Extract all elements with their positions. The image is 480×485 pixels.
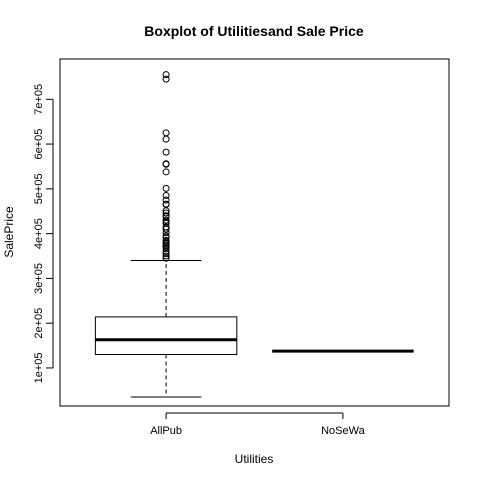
plot-frame	[59, 58, 450, 407]
outlier-point	[162, 135, 170, 143]
y-tick-label: 5e+05	[33, 173, 45, 204]
y-tick-label: 2e+05	[33, 308, 45, 339]
x-tick-label: NoSeWa	[321, 425, 365, 437]
outlier-point	[162, 196, 170, 204]
y-tick-label: 7e+05	[33, 84, 45, 115]
outlier-point	[162, 129, 170, 137]
y-tick-label: 3e+05	[33, 263, 45, 294]
box-allpub	[94, 316, 238, 356]
outlier-point	[162, 250, 170, 258]
outlier-point	[162, 71, 170, 79]
outlier-point	[162, 192, 170, 200]
y-axis-label: SalePrice	[2, 206, 16, 258]
outlier-point	[162, 244, 170, 252]
outlier-point	[162, 252, 170, 260]
outlier-point	[162, 168, 170, 176]
y-tick-label: 4e+05	[33, 218, 45, 249]
outlier-point	[162, 229, 170, 237]
x-tick-label: AllPub	[150, 425, 182, 437]
chart-title: Boxplot of Utilitiesand Sale Price	[144, 23, 364, 39]
outlier-point	[162, 209, 170, 217]
outlier-point	[162, 184, 170, 192]
outlier-point	[162, 160, 170, 168]
chart-marks: 1e+05 2e+05 3e+05 4e+05 5e+05 6e+05 7e+05 AllPu…	[33, 71, 414, 437]
outlier-point	[162, 213, 170, 221]
x-axis-label: Utilities	[235, 452, 274, 466]
outlier-point	[162, 148, 170, 156]
outlier-point	[162, 254, 170, 262]
y-tick-label: 1e+05	[33, 352, 45, 383]
outlier-point	[162, 75, 170, 83]
outlier-point	[162, 248, 170, 256]
outlier-point	[162, 225, 170, 233]
y-tick-label: 6e+05	[33, 129, 45, 160]
